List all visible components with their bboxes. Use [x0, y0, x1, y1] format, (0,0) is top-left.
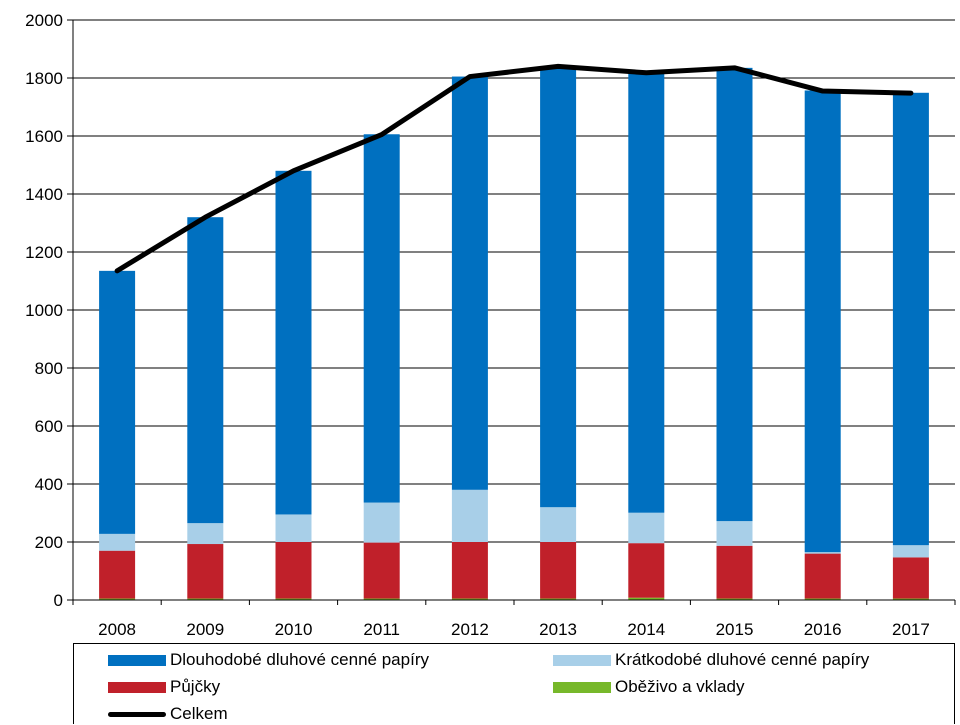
x-tick-label: 2014 — [627, 620, 665, 639]
y-tick-label: 800 — [35, 359, 63, 378]
y-tick-label: 0 — [54, 591, 63, 610]
bars — [99, 66, 929, 600]
legend-label-pujcky: Půjčky — [170, 677, 220, 697]
x-tick-label: 2017 — [892, 620, 930, 639]
bar-segment — [540, 542, 576, 599]
bar-segment — [187, 217, 223, 523]
bar-segment — [893, 557, 929, 598]
legend: Dlouhodobé dluhové cenné papíry Krátkodo… — [73, 643, 955, 724]
bar-segment — [364, 503, 400, 543]
y-tick-label: 2000 — [25, 11, 63, 30]
bar-segment — [805, 554, 841, 599]
x-tick-label: 2016 — [804, 620, 842, 639]
y-tick-label: 1600 — [25, 127, 63, 146]
bar-segment — [893, 545, 929, 557]
bar-segment — [364, 543, 400, 599]
y-tick-label: 1800 — [25, 69, 63, 88]
total-line-group — [117, 66, 911, 271]
bar-segment — [364, 134, 400, 502]
bar-segment — [187, 523, 223, 544]
bar-segment — [717, 68, 753, 521]
legend-item-celkem: Celkem — [108, 703, 228, 725]
bar-segment — [717, 521, 753, 546]
bar-segment — [452, 542, 488, 599]
y-tick-label: 1000 — [25, 301, 63, 320]
total-line — [117, 66, 911, 270]
bar-segment — [628, 513, 664, 543]
y-tick-label: 200 — [35, 533, 63, 552]
bar-segment — [276, 171, 312, 515]
legend-swatch-celkem — [108, 712, 166, 717]
y-tick-label: 1200 — [25, 243, 63, 262]
legend-swatch-dlouhodobe — [108, 655, 166, 666]
legend-item-pujcky: Půjčky — [108, 676, 220, 698]
x-tick-label: 2011 — [363, 620, 400, 639]
legend-label-obezivo: Oběživo a vklady — [615, 677, 744, 697]
bar-segment — [540, 507, 576, 542]
bar-segment — [276, 514, 312, 542]
x-tick-label: 2015 — [716, 620, 754, 639]
bar-segment — [187, 544, 223, 599]
y-tick-label: 600 — [35, 417, 63, 436]
y-tick-label: 400 — [35, 475, 63, 494]
legend-label-kratkodobe: Krátkodobé dluhové cenné papíry — [615, 650, 869, 670]
legend-swatch-obezivo — [553, 682, 611, 693]
x-tick-label: 2008 — [98, 620, 136, 639]
bar-segment — [452, 77, 488, 490]
legend-swatch-pujcky — [108, 682, 166, 693]
chart: 0 200 400 600 800 1000 1200 1400 1600 1800 2000 200… — [0, 0, 960, 645]
y-tick-label: 1400 — [25, 185, 63, 204]
bar-segment — [628, 543, 664, 598]
legend-item-kratkodobe: Krátkodobé dluhové cenné papíry — [553, 649, 869, 671]
bar-segment — [276, 542, 312, 599]
x-tick-label: 2010 — [275, 620, 313, 639]
bar-segment — [99, 551, 135, 599]
legend-item-obezivo: Oběživo a vklady — [553, 676, 744, 698]
legend-label-dlouhodobe: Dlouhodobé dluhové cenné papíry — [170, 650, 429, 670]
x-tick-label: 2009 — [186, 620, 224, 639]
x-tick-label: 2012 — [451, 620, 489, 639]
legend-item-dlouhodobe: Dlouhodobé dluhové cenné papíry — [108, 649, 429, 671]
x-tick-label: 2013 — [539, 620, 577, 639]
bar-segment — [99, 534, 135, 551]
bar-segment — [628, 72, 664, 513]
bar-segment — [540, 66, 576, 507]
bar-segment — [452, 490, 488, 542]
bar-segment — [805, 90, 841, 552]
bar-segment — [717, 546, 753, 599]
bar-segment — [805, 552, 841, 553]
bar-segment — [893, 93, 929, 545]
legend-label-celkem: Celkem — [170, 704, 228, 724]
legend-swatch-kratkodobe — [553, 655, 611, 666]
bar-segment — [99, 271, 135, 534]
